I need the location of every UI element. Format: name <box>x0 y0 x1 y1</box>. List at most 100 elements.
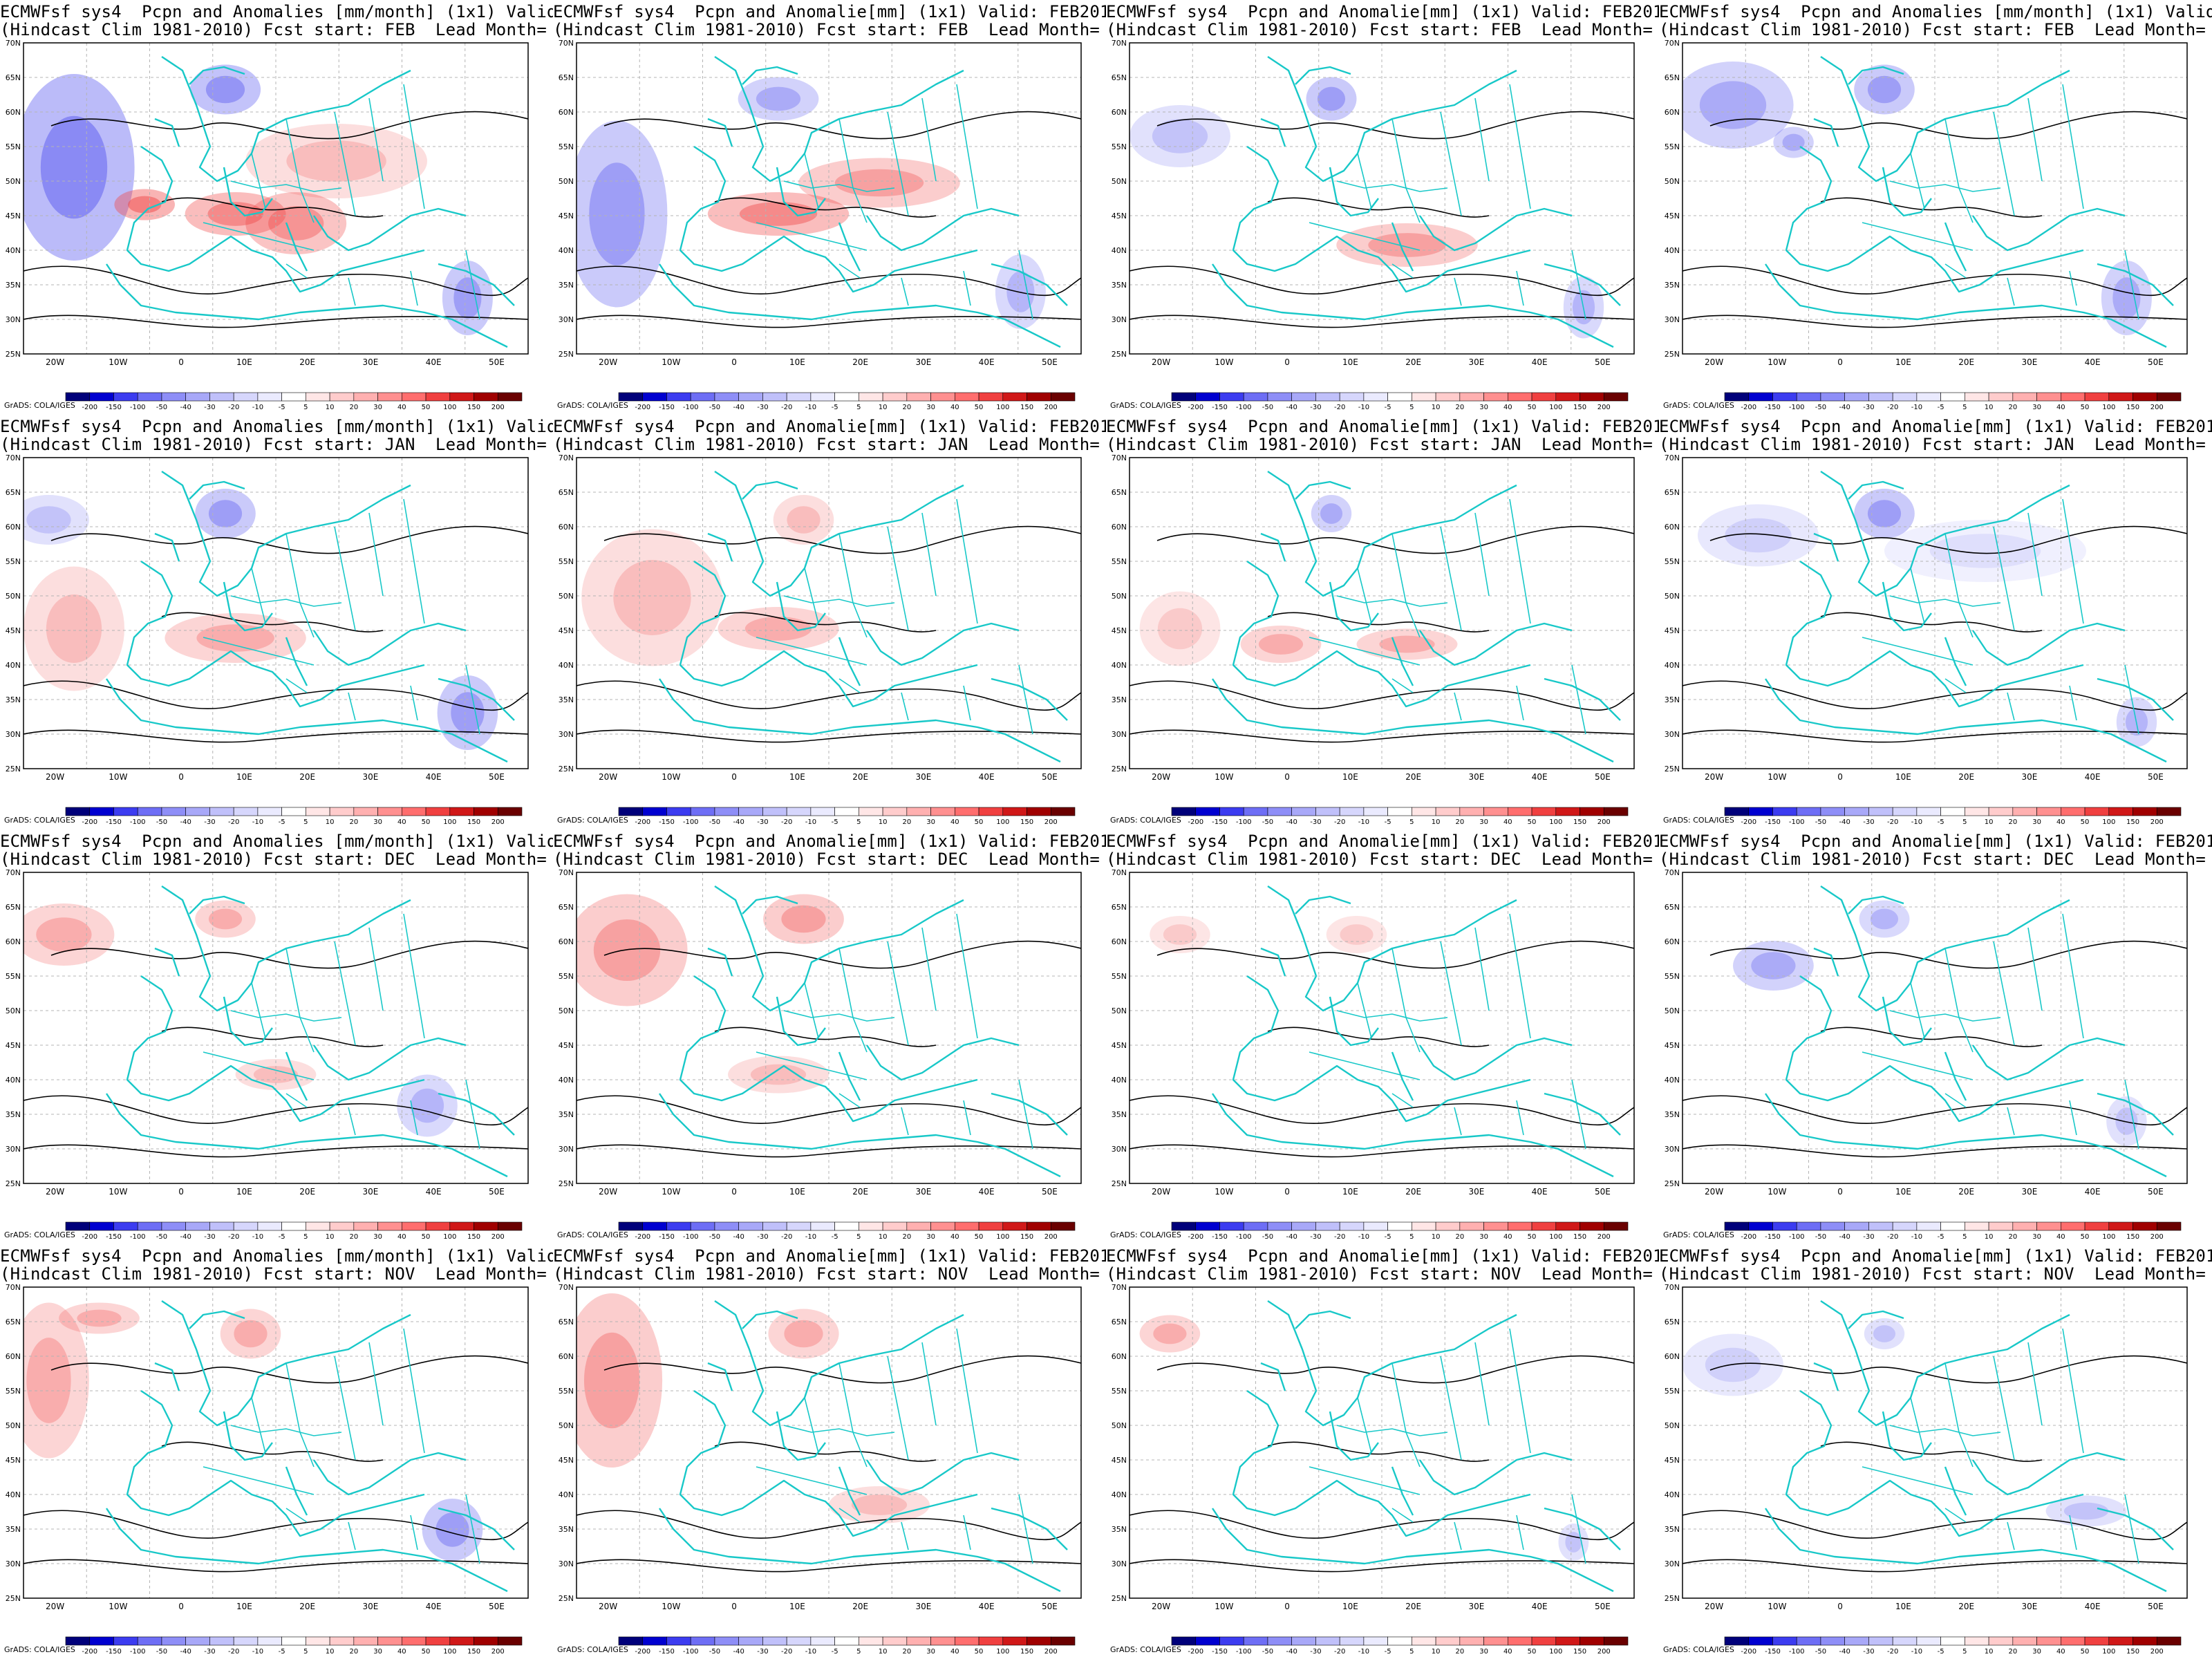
color-scale-label: -100 <box>130 1648 146 1656</box>
latitude-label: 65N <box>1112 73 1127 82</box>
color-scale-swatch <box>89 392 114 402</box>
color-scale-swatch <box>1916 392 1941 402</box>
negative-anomaly-area <box>1864 1318 1905 1349</box>
color-scale-swatch <box>1508 807 1533 816</box>
country-border <box>756 498 1033 735</box>
map-frame <box>1129 42 1635 355</box>
color-scale-swatch <box>1724 1221 1750 1231</box>
color-scale-label: -100 <box>1789 404 1805 411</box>
panel-subtitle: (Hindcast Clim 1981-2010) Fcst start: FE… <box>553 20 1106 39</box>
color-scale-label: 30 <box>373 404 382 411</box>
panel-subtitle: (Hindcast Clim 1981-2010) Fcst start: DE… <box>1659 850 2212 869</box>
longitude-label: 10W <box>662 357 680 367</box>
latitude-label: 45N <box>6 1041 21 1050</box>
color-scale-swatch <box>306 1221 330 1231</box>
climatology-contour <box>1820 1027 2043 1047</box>
color-scale-label: 100 <box>996 404 1009 411</box>
latitude-label: 45N <box>559 1456 574 1465</box>
anomaly-core <box>613 560 691 635</box>
latitude-label: 50N <box>6 1006 21 1015</box>
color-scale-swatch <box>859 392 883 402</box>
longitude-label: 10E <box>1895 1187 1911 1197</box>
color-scale-label: -150 <box>106 1648 122 1656</box>
latitude-label: 35N <box>1665 695 1680 704</box>
color-scale-label: -20 <box>228 1648 239 1656</box>
color-scale-swatch <box>209 807 234 816</box>
color-scale-label: 5 <box>856 1648 861 1656</box>
color-scale-swatch <box>65 807 91 816</box>
anomaly-map: 70N 65N 60N 55N 50N 45N 40N 35N 30N 25N 20W 10W 0 10E… <box>1665 870 2188 1197</box>
color-scale-swatch <box>2061 807 2086 816</box>
color-scale-swatch <box>1387 1636 1412 1646</box>
color-scale-label: 10 <box>1985 1233 1994 1241</box>
latitude-label: 70N <box>1112 455 1127 462</box>
color-scale-label: 30 <box>1479 1648 1488 1656</box>
latitude-label: 40N <box>559 661 574 670</box>
negative-anomaly-area <box>1683 62 1794 149</box>
longitude-label: 20E <box>299 357 315 367</box>
map-frame <box>1129 1286 1635 1599</box>
color-scale-swatch <box>1916 807 1941 816</box>
longitude-label: 20W <box>1705 1602 1723 1611</box>
latitude-label: 45N <box>1112 1041 1127 1050</box>
color-scale-swatch <box>1002 392 1027 402</box>
color-scale-swatch <box>810 392 835 402</box>
latitude-label: 55N <box>1665 142 1680 151</box>
longitude-label: 0 <box>731 1602 737 1611</box>
color-scale-label: -50 <box>1262 818 1273 826</box>
color-scale-swatch <box>1868 1221 1893 1231</box>
longitude-label: 0 <box>1284 1187 1290 1197</box>
color-scale-swatch <box>1291 1636 1316 1646</box>
color-scale-swatch <box>65 1636 91 1646</box>
anomaly-core <box>286 140 386 182</box>
longitude-label: 50E <box>2148 357 2164 367</box>
longitude-label: 10W <box>1215 1187 1233 1197</box>
color-scale-swatch <box>402 1636 427 1646</box>
country-border <box>1309 913 1586 1150</box>
color-scale-label: -100 <box>130 404 146 411</box>
anomaly-core <box>1870 908 1899 930</box>
longitude-label: 50E <box>1595 1602 1611 1611</box>
color-scale-label: -50 <box>709 818 720 826</box>
color-scale-label: -100 <box>1789 818 1805 826</box>
anomaly-map: 70N 65N 60N 55N 50N 45N 40N 35N 30N 25N 20W 10W 0 10E… <box>1112 1284 1635 1611</box>
coastline <box>106 56 515 348</box>
color-scale-swatch <box>1531 392 1557 402</box>
latitude-label: 45N <box>559 626 574 635</box>
color-scale-label: -5 <box>1938 818 1944 826</box>
color-scale-label: 150 <box>2126 1648 2139 1656</box>
latitude-label: 25N <box>1112 1594 1127 1603</box>
anomaly-core <box>36 917 92 952</box>
color-scale-label: 5 <box>1962 818 1967 826</box>
color-scale-swatch <box>1387 1221 1412 1231</box>
latitude-label: 35N <box>559 1525 574 1534</box>
color-scale-label: -150 <box>1212 1648 1228 1656</box>
latitude-label: 45N <box>1112 1456 1127 1465</box>
climatology-contour <box>24 1144 528 1158</box>
color-scale-swatch <box>1508 1636 1533 1646</box>
panel-title: ECMWFsf sys4 Pcpn and Anomalie[mm] (1x1)… <box>1659 1246 2212 1266</box>
longitude-label: 10W <box>109 357 127 367</box>
color-scale-swatch <box>1772 392 1797 402</box>
color-scale-label: -100 <box>1236 1233 1252 1241</box>
longitude-label: 20E <box>852 357 868 367</box>
color-scale-label: 100 <box>443 818 456 826</box>
color-scale-label: -40 <box>1286 404 1297 411</box>
latitude-label: 60N <box>1665 937 1680 946</box>
color-scale-swatch <box>690 392 715 402</box>
color-scale-swatch <box>1291 1221 1316 1231</box>
latitude-label: 60N <box>1112 523 1127 532</box>
color-scale-label: 50 <box>1528 1233 1537 1241</box>
longitude-label: 20E <box>1958 357 1974 367</box>
color-scale-bar: -200 -150 -100 -50 -40 -30 -20 -10 -5 5 10 20 30 40 50… <box>1724 1221 2182 1241</box>
longitude-label: 40E <box>426 357 442 367</box>
color-scale-swatch <box>1724 392 1750 402</box>
latitude-label: 40N <box>1112 661 1127 670</box>
coastline <box>659 471 1068 763</box>
color-scale-label: -150 <box>1765 1233 1781 1241</box>
color-scale-label: 5 <box>1962 404 1967 411</box>
longitude-label: 50E <box>489 1602 505 1611</box>
climatology-contour <box>1267 1441 1490 1462</box>
color-scale-label: 40 <box>397 1648 406 1656</box>
color-scale-bar: -200 -150 -100 -50 -40 -30 -20 -10 -5 5 10 20 30 40 50… <box>65 392 523 411</box>
